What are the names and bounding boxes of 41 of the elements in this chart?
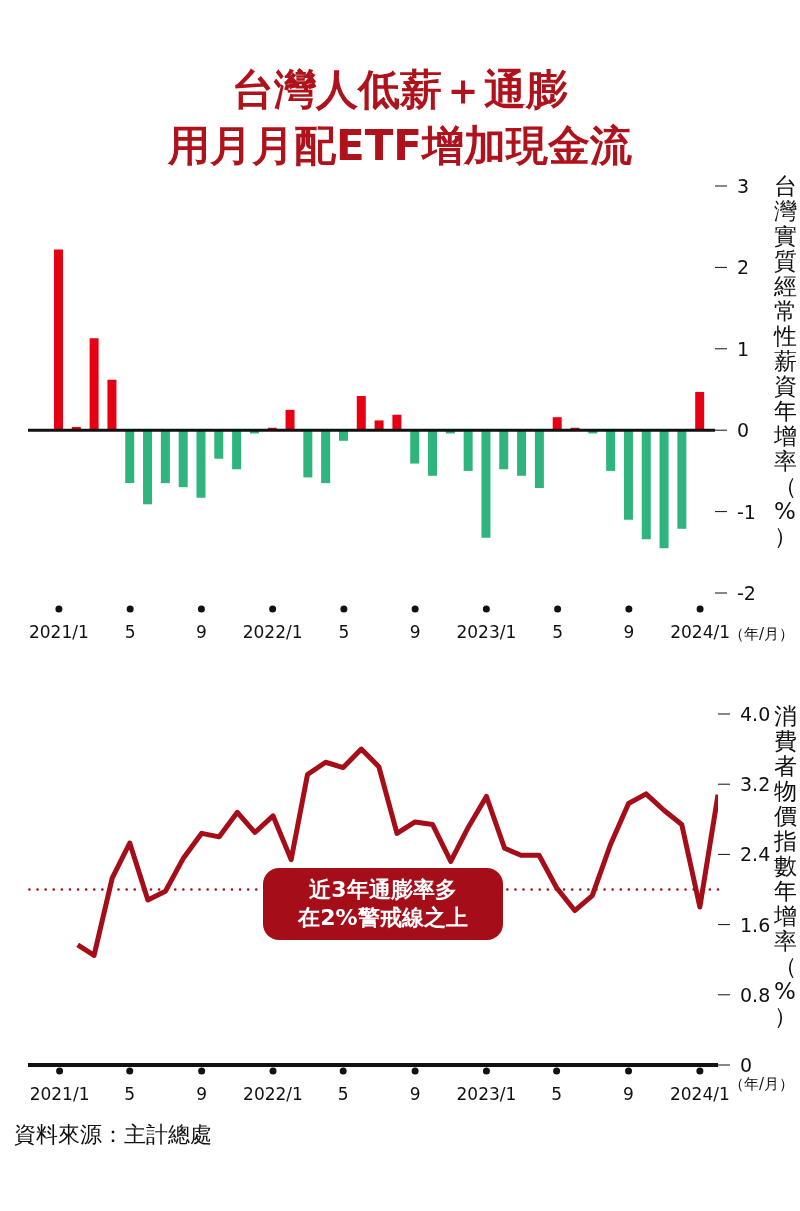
chart-title: 台灣人低薪＋通膨 <box>231 64 569 116</box>
x-tick-label: 9 <box>196 1084 208 1104</box>
y-tick-label: 3 <box>737 175 750 197</box>
x-tick-label: 5 <box>124 622 136 642</box>
x-tick-label: 2024/1 <box>669 1084 730 1104</box>
x-tick-label: 2021/1 <box>29 1084 90 1104</box>
text: 台灣實質經常性薪資年增率（%） <box>773 173 797 549</box>
x-tick-label: 2022/1 <box>242 622 303 642</box>
y-tick-label: 0 <box>740 1054 753 1076</box>
y-tick-label: -1 <box>737 500 756 523</box>
annotation: 近3年通膨率多 <box>308 876 458 904</box>
y-tick-label: 4.0 <box>740 703 771 725</box>
x-tick-label: 9 <box>195 622 207 642</box>
x-tick-label: 5 <box>337 1084 349 1104</box>
x-tick-label: 2023/1 <box>456 1084 517 1104</box>
x-tick-label: 2023/1 <box>456 622 517 642</box>
y-tick-label: -2 <box>737 582 756 604</box>
y-tick-label: 1.6 <box>740 913 771 936</box>
x-tick-label: 9 <box>623 1084 634 1104</box>
x-axis-title: （年/月） <box>729 1075 795 1094</box>
y-tick-label: 0.8 <box>740 983 771 1006</box>
y-tick-label: 2.4 <box>740 843 771 866</box>
x-tick-label: 2021/1 <box>29 622 89 642</box>
source-note: 資料來源：主計總處 <box>14 1121 212 1149</box>
x-tick-label: 5 <box>338 622 350 642</box>
x-tick-label: 9 <box>409 1084 421 1104</box>
y-tick-label: 3.2 <box>740 773 771 796</box>
x-tick-label: 5 <box>552 622 564 642</box>
y-tick-label: 2 <box>737 256 750 279</box>
x-axis-title: （年/月） <box>729 625 795 644</box>
y-tick-label: 0 <box>737 419 750 442</box>
x-tick-label: 5 <box>551 1084 563 1104</box>
annotation: 在2%警戒線之上 <box>297 904 469 932</box>
x-tick-label: 9 <box>409 622 421 642</box>
x-tick-label: 2024/1 <box>670 622 730 642</box>
y-tick-label: 1 <box>737 337 750 360</box>
chart-subtitle: 用月月配ETF增加現金流 <box>166 120 633 172</box>
x-tick-label: 2022/1 <box>243 1084 303 1104</box>
text: 消費者物價指數年增率（%） <box>773 703 797 1029</box>
x-tick-label: 5 <box>124 1084 136 1104</box>
x-tick-label: 9 <box>623 622 635 642</box>
